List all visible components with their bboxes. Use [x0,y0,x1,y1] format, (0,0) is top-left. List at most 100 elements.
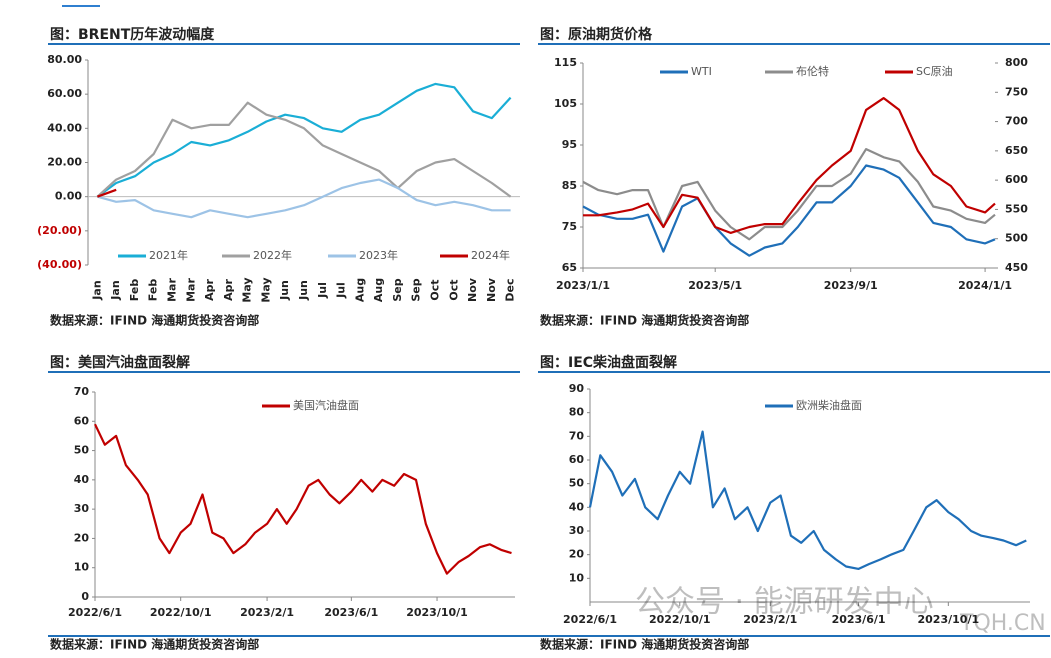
legend-label: 2021年 [149,248,188,262]
y-tick-label: (40.00) [37,258,82,271]
series-line [583,97,996,234]
legend-label: 欧洲柴油盘面 [796,398,862,412]
y-tick-label: 95 [562,138,577,151]
x-tick-label: Feb [147,279,160,302]
source-note: 数据来源：IFIND 海通期货投资咨询部 [50,637,259,652]
y2-tick-label: 550 [1005,202,1028,215]
x-tick-label: 2022/6/1 [563,613,617,626]
x-tick-label: 2023/6/1 [832,613,886,626]
y-tick-label: 80.00 [47,53,82,66]
series-line [97,188,117,198]
chart-title: 图：原油期货价格 [540,26,653,43]
y-tick-label: 60.00 [47,87,82,100]
y-tick-label: 20.00 [47,156,82,169]
chart-title: 图：BRENT历年波动幅度 [50,26,215,43]
x-tick-label: 2023/5/1 [688,279,742,292]
x-tick-label: 2023/10/1 [406,606,468,619]
x-tick-label: 2023/2/1 [240,606,294,619]
y-tick-label: 70 [569,429,585,442]
y-tick-label: 65 [562,261,577,274]
x-tick-label: 2022/10/1 [150,606,212,619]
x-tick-label: 2024/1/1 [958,279,1012,292]
y-tick-label: 60 [569,453,585,466]
x-tick-label: Apr [222,279,235,301]
series-line [582,148,996,241]
x-tick-label: 2022/6/1 [68,606,122,619]
x-tick-label: Jun [278,280,291,301]
x-tick-label: Nov [466,277,479,302]
y-tick-label: 40.00 [47,121,82,134]
series-line [582,164,996,257]
y-tick-label: 80 [569,406,585,419]
series-line [588,430,1027,570]
y-tick-label: 10 [74,561,90,574]
x-tick-label: May [259,277,272,302]
chart-title: 图：IEC柴油盘面裂解 [540,354,677,371]
legend-label: SC原油 [916,64,953,78]
legend-label: 美国汽油盘面 [293,398,359,412]
y-tick-label: 50 [74,444,90,457]
x-tick-label: 2023/10/1 [918,613,980,626]
y-tick-label: 115 [554,56,577,69]
y2-tick-label: 500 [1005,232,1028,245]
x-tick-label: Jul [335,282,348,299]
source-note: 数据来源：IFIND 海通期货投资咨询部 [540,637,749,652]
legend-label: 2024年 [471,248,510,262]
x-tick-label: Sep [391,278,404,301]
x-tick-label: Oct [428,279,441,300]
x-tick-label: Jun [297,280,310,301]
y-tick-label: 0 [81,590,89,603]
x-tick-label: Aug [353,278,366,302]
x-tick-label: 2023/1/1 [556,279,610,292]
x-tick-label: May [241,277,254,302]
series-line [96,82,512,198]
source-note: 数据来源：IFIND 海通期货投资咨询部 [50,313,259,328]
x-tick-label: Dec [504,278,517,301]
y-tick-label: 20 [569,548,585,561]
x-tick-label: Mar [166,278,179,302]
y-tick-label: 105 [554,97,577,110]
y-tick-label: 40 [569,500,585,513]
y2-tick-label: 600 [1005,173,1028,186]
y-tick-label: 40 [74,473,90,486]
series-line [94,423,512,575]
y-tick-label: 30 [569,524,585,537]
x-tick-label: Sep [410,278,423,301]
watermark-site: TQH.CN [959,611,1046,636]
legend-label: 2022年 [253,248,292,262]
y-tick-label: 70 [74,385,90,398]
chart-title: 图：美国汽油盘面裂解 [50,354,190,371]
y-tick-label: 60 [74,414,90,427]
x-tick-label: Jan [90,280,103,300]
y2-tick-label: 750 [1005,85,1028,98]
series-line [96,101,512,198]
y2-tick-label: 800 [1005,56,1028,69]
y-tick-label: 10 [569,571,585,584]
x-tick-label: Nov [485,277,498,302]
legend-label: 2023年 [359,248,398,262]
x-tick-label: Feb [128,279,141,302]
x-tick-label: 2023/2/1 [743,613,797,626]
source-note: 数据来源：IFIND 海通期货投资咨询部 [540,313,749,328]
y-tick-label: 20 [74,531,90,544]
y-tick-label: 0.00 [55,190,82,203]
y2-tick-label: 650 [1005,144,1028,157]
y2-tick-label: 700 [1005,115,1028,128]
watermark: 公众号 · 能源研发中心 [635,585,934,620]
y-tick-label: 75 [562,220,577,233]
x-tick-label: Aug [372,278,385,302]
x-tick-label: Apr [203,279,216,301]
y-tick-label: 50 [569,477,585,490]
x-tick-label: Jul [316,282,329,299]
y-tick-label: 90 [569,382,585,395]
x-tick-label: 2022/10/1 [649,613,711,626]
y-tick-label: (20.00) [37,224,82,237]
y-tick-label: 85 [562,179,577,192]
y2-tick-label: 450 [1005,261,1028,274]
x-tick-label: Jan [109,280,122,300]
legend-label: 布伦特 [796,64,829,78]
x-tick-label: 2023/9/1 [824,279,878,292]
x-tick-label: 2023/6/1 [324,606,378,619]
